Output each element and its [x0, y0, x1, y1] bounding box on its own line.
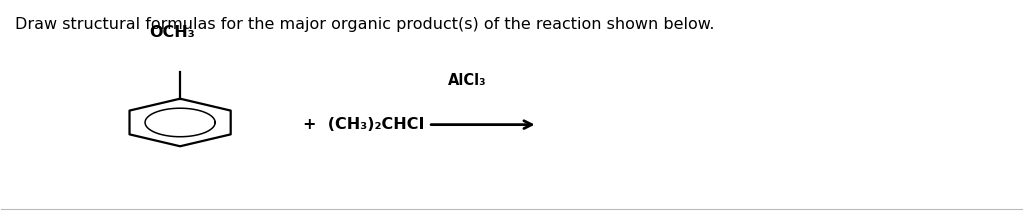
Text: +  (CH₃)₂CHCI: + (CH₃)₂CHCI	[303, 117, 424, 132]
Text: Draw structural formulas for the major organic product(s) of the reaction shown : Draw structural formulas for the major o…	[14, 16, 714, 32]
Text: OCH₃: OCH₃	[150, 25, 196, 40]
Text: AlCl₃: AlCl₃	[447, 73, 486, 88]
